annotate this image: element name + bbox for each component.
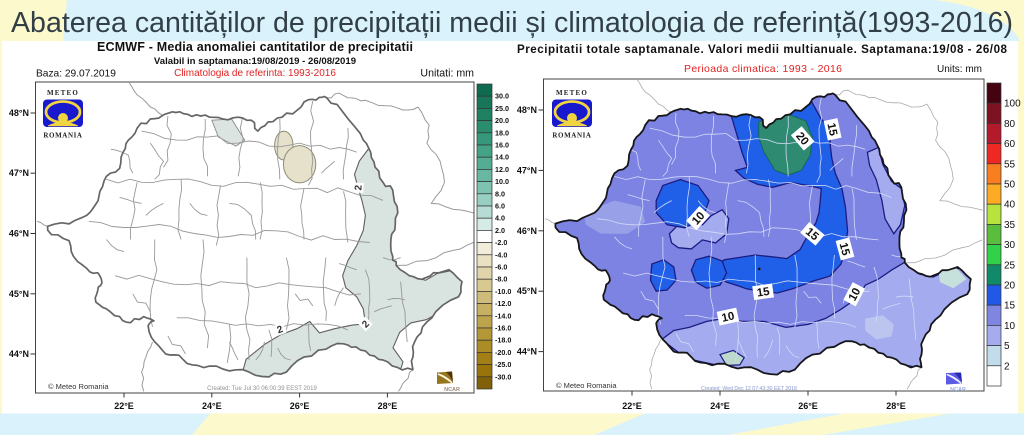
svg-text:-12.0: -12.0 <box>495 299 511 308</box>
svg-text:-18.0: -18.0 <box>495 336 511 345</box>
svg-text:12.0: 12.0 <box>495 165 509 174</box>
svg-text:8.0: 8.0 <box>495 189 505 198</box>
svg-text:2: 2 <box>276 324 285 336</box>
svg-text:4.0: 4.0 <box>495 214 505 223</box>
svg-text:Baza: 29.07.2019: Baza: 29.07.2019 <box>36 69 116 80</box>
svg-text:5: 5 <box>1004 341 1010 352</box>
svg-text:-30.0: -30.0 <box>495 372 511 381</box>
svg-text:18.0: 18.0 <box>495 128 509 137</box>
svg-text:20.0: 20.0 <box>495 116 509 125</box>
svg-text:48°N: 48°N <box>517 105 537 115</box>
svg-text:10.0: 10.0 <box>495 177 509 186</box>
svg-text:28°E: 28°E <box>886 401 906 411</box>
svg-text:ROMANIA: ROMANIA <box>43 132 82 140</box>
svg-text:15: 15 <box>756 286 771 300</box>
svg-text:47°N: 47°N <box>517 165 537 175</box>
svg-text:14.0: 14.0 <box>495 153 509 162</box>
svg-text:-6.0: -6.0 <box>495 263 507 272</box>
svg-text:45°N: 45°N <box>517 286 537 296</box>
svg-text:2.0: 2.0 <box>495 226 505 235</box>
svg-text:25: 25 <box>1004 260 1016 271</box>
svg-text:30: 30 <box>1004 240 1016 251</box>
svg-text:15: 15 <box>1004 301 1016 312</box>
svg-text:-8.0: -8.0 <box>495 275 507 284</box>
svg-text:80: 80 <box>1004 119 1016 130</box>
svg-text:44°N: 44°N <box>9 349 29 359</box>
svg-text:Created: Wed Dec 12 07:43:30 E: Created: Wed Dec 12 07:43:30 EET 2018 <box>701 386 797 392</box>
svg-text:25.0: 25.0 <box>495 104 509 113</box>
svg-text:NCAR: NCAR <box>950 387 966 393</box>
svg-text:-16.0: -16.0 <box>495 324 511 333</box>
svg-text:ECMWF - Media anomaliei cantit: ECMWF - Media anomaliei cantitatilor de … <box>97 40 413 54</box>
svg-text:15: 15 <box>824 122 839 138</box>
svg-text:10: 10 <box>847 286 864 303</box>
svg-text:Abaterea cantităților de preci: Abaterea cantităților de precipitații me… <box>11 7 1013 39</box>
svg-text:24°E: 24°E <box>202 401 222 411</box>
svg-text:NCAR: NCAR <box>444 387 460 393</box>
svg-text:20: 20 <box>1004 281 1016 292</box>
svg-text:Unitati: mm: Unitati: mm <box>420 68 474 80</box>
svg-text:10: 10 <box>1004 321 1016 332</box>
svg-text:-4.0: -4.0 <box>495 250 507 259</box>
svg-text:-2.0: -2.0 <box>495 238 507 247</box>
svg-text:15: 15 <box>837 241 852 257</box>
svg-text:METEO: METEO <box>556 89 588 97</box>
svg-text:46°N: 46°N <box>517 226 537 236</box>
svg-text:© Meteo Romania: © Meteo Romania <box>48 382 109 391</box>
svg-text:2: 2 <box>1004 361 1010 372</box>
svg-text:22°E: 22°E <box>622 401 642 411</box>
svg-text:2: 2 <box>353 184 364 191</box>
svg-text:Created: Tue Jul 30 06:00:39 E: Created: Tue Jul 30 06:00:39 EEST 2019 <box>207 386 317 392</box>
svg-text:Units: mm: Units: mm <box>937 64 982 75</box>
svg-text:© Meteo Romania: © Meteo Romania <box>556 381 617 390</box>
svg-text:28°E: 28°E <box>378 401 398 411</box>
svg-text:44°N: 44°N <box>517 347 537 357</box>
svg-text:48°N: 48°N <box>9 108 29 118</box>
svg-text:Climatologia de referinta: 199: Climatologia de referinta: 1993-2016 <box>174 68 336 79</box>
svg-text:METEO: METEO <box>47 89 79 97</box>
svg-text:50: 50 <box>1004 180 1016 191</box>
svg-text:55: 55 <box>1004 159 1016 170</box>
svg-text:-10.0: -10.0 <box>495 287 511 296</box>
svg-text:46°N: 46°N <box>9 229 29 239</box>
svg-text:24°E: 24°E <box>710 401 730 411</box>
svg-text:Precipitatii totale saptamanal: Precipitatii totale saptamanale. Valori … <box>517 43 1008 56</box>
svg-text:6.0: 6.0 <box>495 202 505 211</box>
svg-text:100: 100 <box>1004 99 1021 110</box>
svg-text:-25.0: -25.0 <box>495 360 511 369</box>
svg-text:30.0: 30.0 <box>495 92 509 101</box>
svg-text:26°E: 26°E <box>798 401 818 411</box>
svg-text:45°N: 45°N <box>9 289 29 299</box>
svg-text:Perioada climatica: 1993 - 201: Perioada climatica: 1993 - 2016 <box>684 63 842 75</box>
svg-text:-20.0: -20.0 <box>495 348 511 357</box>
svg-text:47°N: 47°N <box>9 168 29 178</box>
svg-text:10: 10 <box>721 310 736 324</box>
svg-text:60: 60 <box>1004 139 1016 150</box>
svg-text:-14.0: -14.0 <box>495 311 511 320</box>
svg-text:40: 40 <box>1004 200 1016 211</box>
svg-text:35: 35 <box>1004 220 1016 231</box>
svg-text:22°E: 22°E <box>114 401 134 411</box>
svg-text:ROMANIA: ROMANIA <box>552 132 591 140</box>
svg-text:26°E: 26°E <box>290 401 310 411</box>
svg-text:Valabil in saptamana:19/08/201: Valabil in saptamana:19/08/2019 - 26/08/… <box>154 56 356 67</box>
svg-text:16.0: 16.0 <box>495 141 509 150</box>
